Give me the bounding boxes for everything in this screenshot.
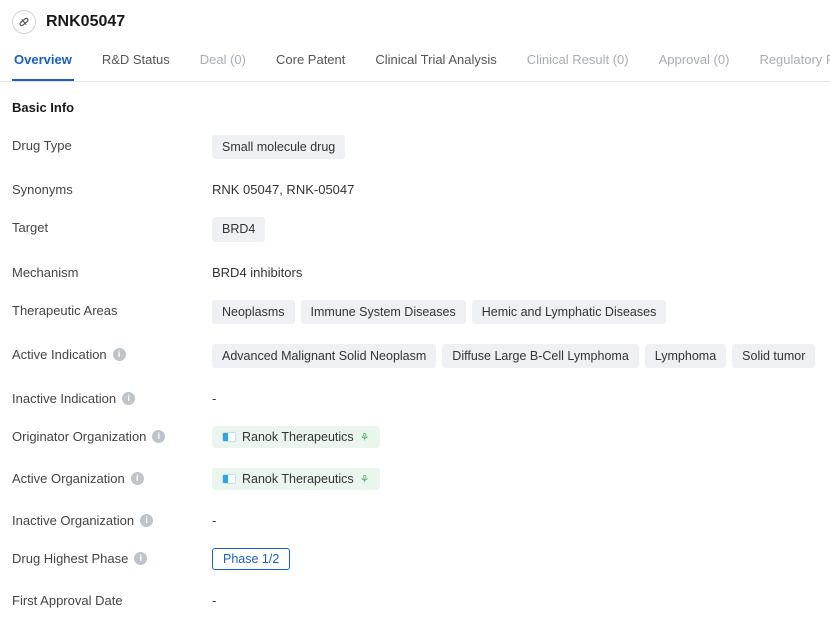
org-tag[interactable]: Ranok Therapeutics ⚘ [212, 426, 380, 448]
field-label-text: Synonyms [12, 182, 73, 197]
field-value: - [212, 590, 818, 608]
org-badge-icon: ⚘ [360, 473, 370, 486]
field-value: BRD4 [212, 217, 818, 241]
basic-info-fields: Drug Type Small molecule drug Synonyms RNK … [0, 125, 830, 618]
field-label: Drug Highest Phase i [12, 548, 212, 566]
field-value: RNK 05047, RNK-05047 [212, 179, 818, 197]
field-label-text: Active Indication [12, 347, 107, 362]
field-value: - [212, 388, 818, 406]
org-name: Ranok Therapeutics [242, 472, 354, 486]
field-label: Originator Organization i [12, 426, 212, 444]
field-label: Active Organization i [12, 468, 212, 486]
section-title: Basic Info [0, 82, 830, 125]
tab-r-d-status[interactable]: R&D Status [100, 42, 172, 81]
tab-clinical-trial-analysis[interactable]: Clinical Trial Analysis [373, 42, 498, 81]
tag[interactable]: BRD4 [212, 217, 265, 241]
tag[interactable]: Advanced Malignant Solid Neoplasm [212, 344, 436, 368]
info-icon[interactable]: i [152, 430, 165, 443]
tag[interactable]: Hemic and Lymphatic Diseases [472, 300, 667, 324]
field-value: Advanced Malignant Solid NeoplasmDiffuse… [212, 344, 818, 368]
field-row-active-indication: Active Indication i Advanced Malignant Sol… [0, 334, 830, 378]
field-row-mechanism: Mechanism BRD4 inhibitors [0, 252, 830, 290]
field-text: - [212, 590, 216, 608]
field-label: Drug Type [12, 135, 212, 153]
field-value: Small molecule drug [212, 135, 818, 159]
field-value: BRD4 inhibitors [212, 262, 818, 280]
field-label: Active Indication i [12, 344, 212, 362]
tab-regulatory-review-0[interactable]: Regulatory Review (0) [757, 42, 830, 81]
org-logo-icon [222, 432, 236, 442]
field-row-target: Target BRD4 [0, 207, 830, 251]
field-row-inactive-org: Inactive Organization i - [0, 500, 830, 538]
org-badge-icon: ⚘ [360, 431, 370, 444]
field-text: BRD4 inhibitors [212, 262, 302, 280]
field-label-text: Target [12, 220, 48, 235]
tab-overview[interactable]: Overview [12, 42, 74, 81]
info-icon[interactable]: i [134, 552, 147, 565]
field-text: RNK 05047, RNK-05047 [212, 179, 354, 197]
field-label-text: Therapeutic Areas [12, 303, 118, 318]
org-tag[interactable]: Ranok Therapeutics ⚘ [212, 468, 380, 490]
field-row-drug-type: Drug Type Small molecule drug [0, 125, 830, 169]
drug-icon [12, 10, 36, 34]
field-label-text: Inactive Indication [12, 391, 116, 406]
field-label-text: Active Organization [12, 471, 125, 486]
field-label: Synonyms [12, 179, 212, 197]
tag[interactable]: Lymphoma [645, 344, 726, 368]
tag[interactable]: Small molecule drug [212, 135, 345, 159]
tag[interactable]: Neoplasms [212, 300, 295, 324]
field-label-text: Drug Highest Phase [12, 551, 128, 566]
page-header: RNK05047 [0, 0, 830, 42]
field-value: Ranok Therapeutics ⚘ [212, 468, 818, 490]
field-text: - [212, 388, 216, 406]
field-text: - [212, 510, 216, 528]
field-label-text: Drug Type [12, 138, 72, 153]
field-label-text: Inactive Organization [12, 513, 134, 528]
info-icon[interactable]: i [113, 348, 126, 361]
phase-tag[interactable]: Phase 1/2 [212, 548, 290, 570]
info-icon[interactable]: i [140, 514, 153, 527]
field-row-highest-phase: Drug Highest Phase i Phase 1/2 [0, 538, 830, 580]
tab-core-patent[interactable]: Core Patent [274, 42, 347, 81]
tag[interactable]: Solid tumor [732, 344, 815, 368]
field-row-inactive-indication: Inactive Indication i - [0, 378, 830, 416]
field-row-synonyms: Synonyms RNK 05047, RNK-05047 [0, 169, 830, 207]
field-value: Ranok Therapeutics ⚘ [212, 426, 818, 448]
field-label: Mechanism [12, 262, 212, 280]
field-row-originator-org: Originator Organization i Ranok Therapeuti… [0, 416, 830, 458]
field-value: NeoplasmsImmune System DiseasesHemic and… [212, 300, 818, 324]
field-label: Inactive Indication i [12, 388, 212, 406]
field-label: Target [12, 217, 212, 235]
info-icon[interactable]: i [131, 472, 144, 485]
field-label: Inactive Organization i [12, 510, 212, 528]
field-row-therapeutic-areas: Therapeutic Areas NeoplasmsImmune System … [0, 290, 830, 334]
field-row-active-org: Active Organization i Ranok Therapeutics ⚘ [0, 458, 830, 500]
field-value: Phase 1/2 [212, 548, 818, 570]
field-label-text: First Approval Date [12, 593, 123, 608]
org-name: Ranok Therapeutics [242, 430, 354, 444]
field-row-first-approval: First Approval Date - [0, 580, 830, 618]
field-label-text: Originator Organization [12, 429, 146, 444]
tab-approval-0[interactable]: Approval (0) [657, 42, 732, 81]
info-icon[interactable]: i [122, 392, 135, 405]
field-label: First Approval Date [12, 590, 212, 608]
field-label: Therapeutic Areas [12, 300, 212, 318]
tab-deal-0[interactable]: Deal (0) [198, 42, 248, 81]
tab-bar: Overview R&D Status Deal (0) Core Patent Cli… [0, 42, 830, 82]
field-label-text: Mechanism [12, 265, 78, 280]
tab-clinical-result-0[interactable]: Clinical Result (0) [525, 42, 631, 81]
page-title: RNK05047 [46, 13, 125, 31]
tag[interactable]: Immune System Diseases [301, 300, 466, 324]
org-logo-icon [222, 474, 236, 484]
field-value: - [212, 510, 818, 528]
tag[interactable]: Diffuse Large B-Cell Lymphoma [442, 344, 638, 368]
